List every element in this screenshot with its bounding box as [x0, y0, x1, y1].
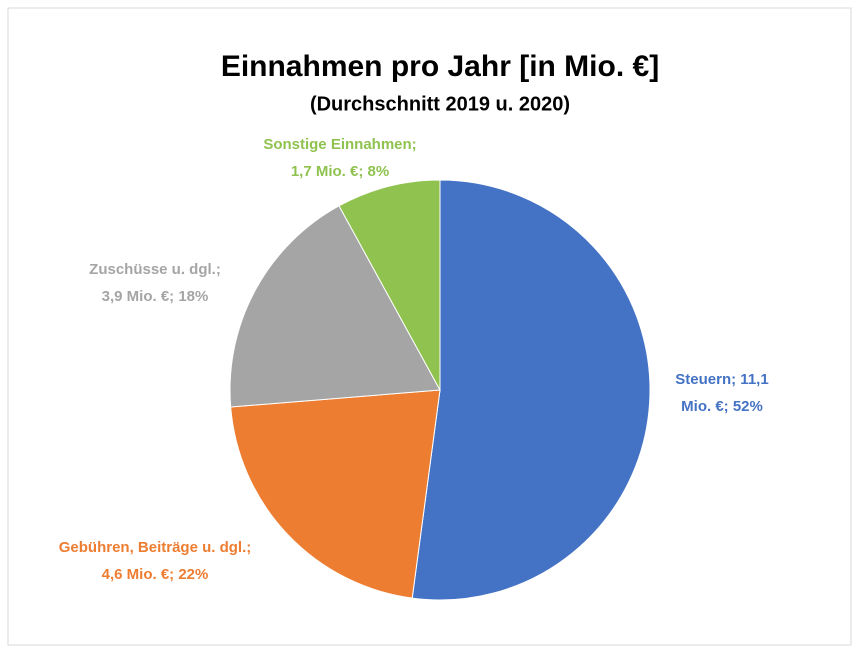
data-label: Mio. €; 52%	[681, 398, 763, 415]
data-label: 1,7 Mio. €; 8%	[291, 163, 389, 180]
pie-slice	[230, 389, 441, 599]
data-label: 4,6 Mio. €; 22%	[102, 566, 209, 583]
data-label: Gebühren, Beiträge u. dgl.;	[59, 539, 252, 556]
pie-slice	[229, 205, 441, 408]
chart-subtitle: (Durchschnitt 2019 u. 2020)	[310, 93, 570, 115]
chart-title: Einnahmen pro Jahr [in Mio. €]	[221, 50, 659, 83]
data-label: Steuern; 11,1	[675, 371, 768, 388]
pie-slice	[411, 179, 651, 601]
data-label: Sonstige Einnahmen;	[263, 136, 416, 153]
data-label: 3,9 Mio. €; 18%	[102, 288, 209, 305]
pie-slice	[338, 179, 441, 391]
data-label: Zuschüsse u. dgl.;	[89, 261, 221, 278]
